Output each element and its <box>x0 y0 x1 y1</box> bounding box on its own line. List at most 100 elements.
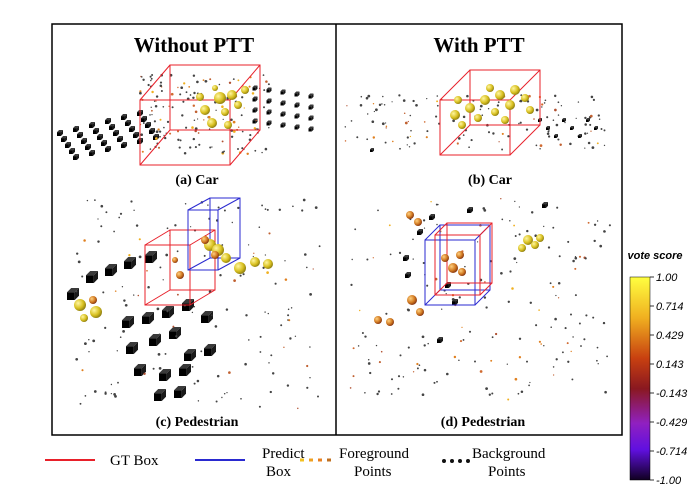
background-point <box>562 118 566 122</box>
background-point <box>252 85 258 91</box>
background-point <box>121 114 127 120</box>
foreground-point <box>454 96 462 104</box>
background-point <box>266 120 272 126</box>
background-point <box>57 130 63 136</box>
foreground-point <box>221 253 231 263</box>
background-point <box>101 140 107 146</box>
foreground-point <box>510 85 520 95</box>
background-point <box>280 100 286 106</box>
foreground-point <box>536 234 544 242</box>
legend-background-label-line1: Background <box>472 446 546 462</box>
foreground-point <box>89 296 97 304</box>
foreground-point <box>263 259 273 269</box>
background-point <box>594 126 598 130</box>
background-point <box>308 104 314 110</box>
colorbar-tick-label: 0.429 <box>656 330 684 342</box>
background-point <box>467 207 473 213</box>
background-point <box>179 364 191 376</box>
background-point <box>159 369 171 381</box>
foreground-point <box>201 236 209 244</box>
background-point <box>405 272 411 278</box>
background-point <box>294 102 300 108</box>
background-point <box>417 229 423 235</box>
colorbar-tick-label: 1.00 <box>656 272 678 284</box>
foreground-point <box>250 257 260 267</box>
background-point <box>586 118 590 122</box>
background-point <box>117 136 123 142</box>
background-point <box>113 130 119 136</box>
foreground-point <box>241 86 249 94</box>
scene-car-without-ptt <box>57 64 314 166</box>
background-point <box>266 87 272 93</box>
background-point <box>105 264 117 276</box>
background-point <box>129 126 135 132</box>
gt-box <box>434 222 493 296</box>
background-point <box>266 98 272 104</box>
foreground-point <box>505 100 515 110</box>
foreground-point <box>407 295 417 305</box>
foreground-point <box>441 254 449 262</box>
scene-pedestrian-with-ptt <box>349 198 611 401</box>
colorbar-ticks: 1.00 0.714 0.429 0.143 -0.143 -0.429 -0.714 -1.… <box>650 272 688 487</box>
background-point <box>145 122 151 128</box>
foreground-point <box>196 93 204 101</box>
foreground-point <box>416 308 424 316</box>
foreground-point <box>486 84 494 92</box>
background-point <box>69 148 75 154</box>
legend-foreground-label-line1: Foreground <box>339 446 409 462</box>
foreground-point <box>414 218 422 226</box>
foreground-point <box>80 314 88 322</box>
foreground-point <box>458 121 466 129</box>
colorbar-tick-label: -0.714 <box>656 446 687 458</box>
foreground-point <box>172 257 178 263</box>
predict-box <box>187 197 241 271</box>
background-point <box>141 116 147 122</box>
scene-points <box>75 198 321 410</box>
background-point <box>201 311 213 323</box>
background-point <box>294 113 300 119</box>
foreground-point <box>200 105 210 115</box>
colorbar-tick-label: -1.00 <box>656 475 682 487</box>
foreground-point <box>456 251 464 259</box>
background-point <box>308 126 314 132</box>
foreground-point <box>212 85 218 91</box>
background-point <box>73 126 79 132</box>
background-point <box>266 109 272 115</box>
foreground-point <box>221 108 229 116</box>
background-point <box>145 251 157 263</box>
background-point <box>125 120 131 126</box>
colorbar-tick-label: 0.714 <box>656 301 684 313</box>
legend-foreground-label-line2: Points <box>354 464 392 480</box>
foreground-point <box>90 306 102 318</box>
background-point <box>67 288 79 300</box>
foreground-point <box>74 299 86 311</box>
legend-background-label-line2: Points <box>488 464 526 480</box>
background-point <box>169 327 181 339</box>
background-point <box>105 146 111 152</box>
background-point <box>109 124 115 130</box>
foreground-point <box>458 268 466 276</box>
foreground-point <box>480 95 490 105</box>
background-point <box>121 142 127 148</box>
foreground-point <box>448 263 458 273</box>
subfigure-label-d: (d) Pedestrian <box>441 415 526 430</box>
background-point <box>280 89 286 95</box>
background-point <box>294 124 300 130</box>
foreground-point <box>526 106 534 114</box>
foreground-point <box>495 90 505 100</box>
colorbar-tick-label: 0.143 <box>656 359 684 371</box>
background-point <box>546 126 550 130</box>
background-point <box>280 122 286 128</box>
foreground-point <box>501 116 509 124</box>
background-point <box>308 115 314 121</box>
figure-frame <box>51 23 623 436</box>
background-point <box>204 344 216 356</box>
foreground-point <box>207 118 217 128</box>
subfigure-label-a: (a) Car <box>175 173 218 188</box>
foreground-point <box>386 318 394 326</box>
scene-car-with-ptt <box>344 69 606 156</box>
background-point <box>133 132 139 138</box>
background-point <box>308 93 314 99</box>
legend: GT Box Predict Box Foreground Points Bac… <box>45 446 546 480</box>
